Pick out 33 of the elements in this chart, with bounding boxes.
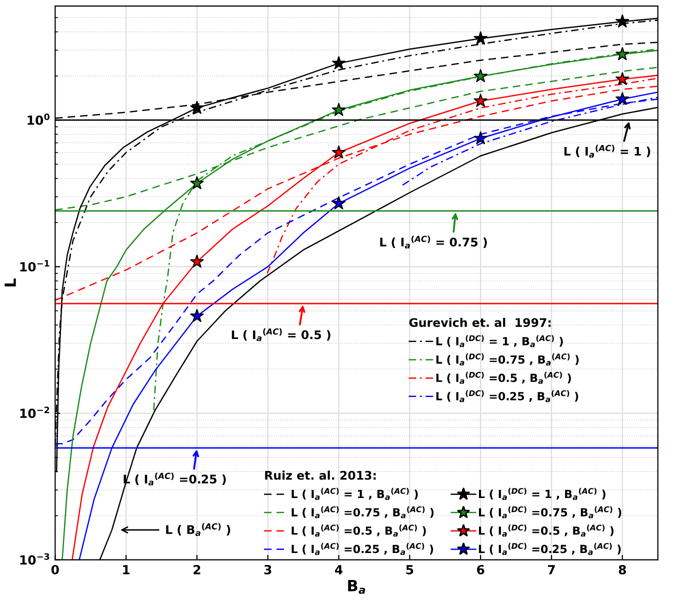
y-tick-label: 10$^{−2}$	[20, 406, 50, 418]
legend-label: L ( I$_{a}$$^{(AC)}$ = 1 , B$_{a}$$^{(AC)}$ )	[292, 488, 418, 500]
x-tick-label: 3	[264, 564, 272, 574]
annotation: Gurevich et. al 1997:	[409, 318, 551, 327]
x-tick-label: 4	[334, 565, 343, 574]
legend-label: L ( I$_{a}$$^{(AC)}$ =0.75 , B$_{a}$$^{(AC)}$ )	[292, 506, 434, 518]
x-tick-label: 0	[51, 564, 59, 574]
y-tick-label: 10$^{−3}$	[20, 553, 50, 565]
annotation: L ( I$_{a}$$^{(AC)}$ = 0.5 )	[232, 328, 330, 342]
x-tick-label: 2	[194, 564, 200, 574]
annotation: L ( I$_{a}$$^{(AC)}$ = 1 )	[564, 144, 650, 158]
legend-label: L ( I$_{a}$$^{(DC)}$ =0.75 , B$_{a}$$^{(AC)}$ )	[478, 506, 622, 518]
x-tick-label: 1	[123, 565, 130, 574]
x-tick-label: 7	[548, 565, 555, 574]
legend-label: L ( I$_{a}$$^{(DC)}$ =0.5 , B$_{a}$$^{(AC)}$ )	[478, 524, 614, 537]
legend-label: L ( I$_{a}$$^{(DC)}$ = 1 , B$_{a}$$^{(AC)}$ )	[436, 335, 563, 348]
legend-label: L ( I$_{a}$$^{(DC)}$ =0.75 , B$_{a}$$^{(AC)}$ )	[436, 353, 579, 366]
legend-label: L ( I$_{a}$$^{(AC)}$ =0.5 , B$_{a}$$^{(AC)}$ )	[292, 524, 426, 537]
y-tick-label: 10$^{0}$	[28, 113, 50, 125]
y-tick-label: 10$^{−1}$	[20, 260, 50, 272]
legend-label: L ( I$_{a}$$^{(DC)}$ =0.25 , B$_{a}$$^{(AC)}$ )	[436, 390, 578, 402]
annotation: L ( I$_{a}$$^{(AC)}$ = 0.75 )	[380, 236, 487, 248]
x-tick-label: 5	[406, 565, 414, 574]
annotation: L ( B$_{a}$$^{(AC)}$ )	[166, 523, 230, 536]
annotation: Ruiz et. al. 2013:	[265, 470, 376, 480]
y-axis-title: L	[4, 278, 16, 286]
legend-label: L ( I$_{a}$$^{(DC)}$ = 1 , B$_{a}$$^{(AC)}$ )	[478, 488, 606, 500]
x-axis-title: B$_{a}$	[348, 580, 366, 594]
x-tick-label: 6	[477, 564, 484, 574]
legend-label: L ( I$_{a}$$^{(DC)}$ =0.5 , B$_{a}$$^{(AC)}$ )	[436, 372, 571, 384]
legend-label: L ( I$_{a}$$^{(AC)}$ =0.25 , B$_{a}$$^{(AC)}$ )	[292, 542, 434, 555]
x-tick-label: 8	[618, 564, 626, 574]
legend-label: L ( I$_{a}$$^{(DC)}$ =0.25 , B$_{a}$$^{(AC)}$ )	[478, 542, 621, 555]
